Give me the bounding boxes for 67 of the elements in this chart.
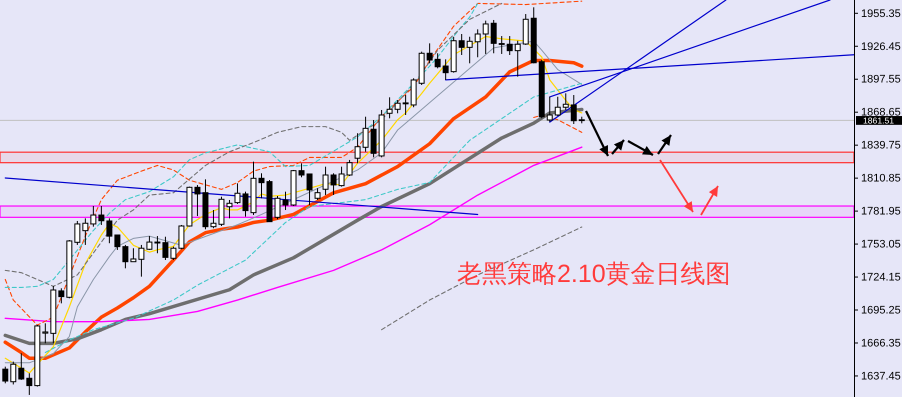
y-tick-label: 1724.15 [861,272,901,284]
candlestick [482,20,489,54]
y-tick-label: 1955.35 [861,8,901,20]
candlestick [274,195,280,220]
candlestick [122,244,128,269]
candlestick [338,166,345,188]
candlestick [98,206,104,226]
candlestick [82,218,88,246]
y-tick-label: 1810.85 [861,172,901,185]
text: 老黑策略2.10黄金日线图 [457,260,731,288]
candlestick [554,96,561,117]
candlestick [314,188,321,200]
candlestick [146,236,152,250]
candlestick [546,96,553,122]
y-tick-label: 1926.45 [861,40,901,53]
candlestick [466,36,473,64]
candlestick [2,366,8,384]
candlestick [154,236,160,254]
candlestick [114,234,120,250]
y-tick-label: 1637.45 [861,370,901,382]
candlestick [106,218,112,244]
candlestick [458,33,465,56]
y-tick-label: 1839.75 [861,140,901,152]
candlestick [570,94,577,125]
candlestick [514,40,521,78]
candlestick [234,182,240,204]
y-tick-label: 1695.25 [861,304,901,317]
candlestick [162,236,168,260]
candlestick [26,372,32,396]
candlestick [362,116,369,152]
candlestick [474,28,481,58]
candlestick [442,58,449,80]
candlestick [138,244,144,278]
y-tick-label: 1897.55 [861,74,901,86]
candlestick [10,361,16,385]
candlestick [434,52,441,69]
candlestick [242,191,248,218]
candlestick [306,173,313,206]
candlestick [90,206,96,228]
y-tick-label: 1666.35 [861,337,901,350]
y-tick-label: 1753.05 [861,238,901,251]
candlestick [210,210,216,229]
candlestick [130,248,136,262]
candlestick [58,288,64,304]
candlestick [322,166,329,196]
candlestick [178,224,184,250]
candlestick [170,246,176,260]
candlestick [402,94,409,116]
candlestick [498,36,505,54]
candlestick [394,100,401,114]
candlestick [258,172,264,199]
candlestick [346,159,353,177]
candlestick [226,199,232,219]
candlestick [194,184,200,217]
candlestick [386,96,393,119]
candlestick [426,42,433,64]
candlestick [282,191,289,211]
candlestick [298,162,305,178]
line-series [533,114,582,133]
candlestick [506,36,513,56]
candlestick [330,172,337,196]
candlestick [18,352,24,380]
y-tick-label: 1781.95 [861,206,901,218]
candlestick [490,19,497,54]
candlestick [354,132,361,164]
candlestick [42,322,48,344]
candlestick [74,220,80,246]
